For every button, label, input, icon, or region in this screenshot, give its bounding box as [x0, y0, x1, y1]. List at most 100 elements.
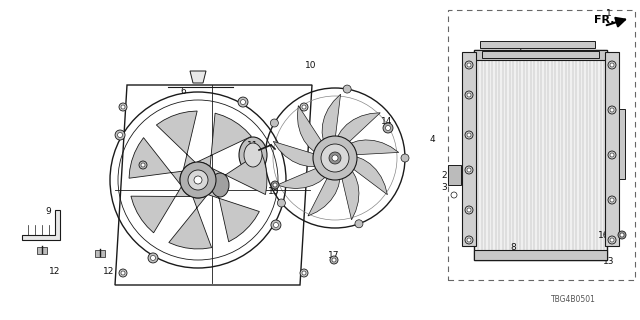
- Circle shape: [465, 61, 473, 69]
- Text: TBG4B0501: TBG4B0501: [550, 295, 595, 305]
- Circle shape: [465, 131, 473, 139]
- Circle shape: [620, 233, 624, 237]
- Circle shape: [321, 144, 349, 172]
- Circle shape: [271, 220, 281, 230]
- Bar: [482, 51, 599, 58]
- Ellipse shape: [239, 137, 267, 173]
- Bar: [605, 52, 619, 246]
- Circle shape: [119, 269, 127, 277]
- Polygon shape: [156, 111, 197, 170]
- Circle shape: [332, 155, 338, 161]
- Polygon shape: [169, 196, 212, 249]
- Text: 6: 6: [180, 87, 186, 97]
- Polygon shape: [474, 250, 607, 260]
- Polygon shape: [474, 50, 607, 60]
- Circle shape: [241, 100, 246, 105]
- Text: 12: 12: [103, 268, 115, 276]
- Circle shape: [270, 119, 278, 127]
- Polygon shape: [322, 94, 340, 147]
- Polygon shape: [190, 71, 206, 83]
- Circle shape: [194, 176, 202, 184]
- Circle shape: [300, 103, 308, 111]
- Circle shape: [300, 269, 308, 277]
- Text: 14: 14: [381, 117, 393, 126]
- Text: 10: 10: [305, 60, 317, 69]
- Circle shape: [277, 199, 285, 207]
- Circle shape: [313, 136, 357, 180]
- Polygon shape: [308, 171, 340, 216]
- Polygon shape: [209, 183, 259, 242]
- Bar: [95, 250, 105, 257]
- Polygon shape: [129, 138, 182, 185]
- Text: 12: 12: [49, 268, 61, 276]
- Circle shape: [610, 238, 614, 242]
- Circle shape: [618, 231, 626, 239]
- Polygon shape: [22, 210, 60, 240]
- Circle shape: [273, 222, 278, 228]
- Text: 8: 8: [510, 243, 516, 252]
- Polygon shape: [340, 165, 359, 220]
- Circle shape: [610, 63, 614, 67]
- Bar: [619, 109, 625, 179]
- Circle shape: [329, 152, 341, 164]
- Circle shape: [608, 61, 616, 69]
- Circle shape: [148, 253, 158, 263]
- Text: 13: 13: [604, 258, 615, 267]
- Polygon shape: [273, 141, 323, 166]
- Circle shape: [467, 63, 471, 67]
- Circle shape: [610, 108, 614, 112]
- Circle shape: [467, 238, 471, 242]
- Circle shape: [608, 151, 616, 159]
- Circle shape: [465, 236, 473, 244]
- Circle shape: [465, 91, 473, 99]
- Circle shape: [608, 236, 616, 244]
- Circle shape: [465, 166, 473, 174]
- Circle shape: [271, 181, 279, 189]
- Polygon shape: [349, 156, 387, 195]
- Circle shape: [302, 105, 306, 109]
- Bar: [448, 10, 635, 280]
- Ellipse shape: [244, 143, 262, 167]
- Text: 15: 15: [268, 188, 280, 196]
- Text: 7: 7: [516, 47, 522, 57]
- Bar: [37, 247, 47, 254]
- Text: 9: 9: [45, 206, 51, 215]
- Circle shape: [610, 198, 614, 202]
- Text: 1: 1: [606, 10, 612, 19]
- Polygon shape: [335, 113, 380, 146]
- Circle shape: [467, 208, 471, 212]
- Circle shape: [119, 103, 127, 111]
- Circle shape: [467, 168, 471, 172]
- Circle shape: [343, 85, 351, 93]
- Circle shape: [188, 170, 208, 190]
- Text: 2: 2: [441, 171, 447, 180]
- Bar: [462, 52, 476, 246]
- Circle shape: [273, 183, 277, 187]
- Circle shape: [451, 192, 457, 198]
- Circle shape: [610, 153, 614, 157]
- Circle shape: [115, 130, 125, 140]
- Text: FR.: FR.: [594, 15, 614, 25]
- Circle shape: [238, 97, 248, 107]
- Text: 11: 11: [247, 140, 259, 149]
- Text: 17: 17: [328, 251, 340, 260]
- Circle shape: [608, 196, 616, 204]
- Circle shape: [118, 132, 122, 138]
- Text: 16: 16: [598, 231, 610, 241]
- Circle shape: [332, 258, 336, 262]
- Polygon shape: [277, 166, 330, 188]
- Polygon shape: [197, 113, 252, 167]
- Circle shape: [121, 271, 125, 275]
- Circle shape: [355, 220, 363, 228]
- Bar: [474, 50, 607, 260]
- Text: 5: 5: [619, 171, 625, 180]
- Circle shape: [608, 106, 616, 114]
- Circle shape: [467, 93, 471, 97]
- Text: 17: 17: [137, 157, 148, 166]
- Polygon shape: [298, 106, 324, 156]
- Polygon shape: [344, 140, 399, 155]
- Polygon shape: [131, 187, 191, 233]
- Circle shape: [330, 256, 338, 264]
- Circle shape: [141, 163, 145, 167]
- Bar: [448, 165, 461, 185]
